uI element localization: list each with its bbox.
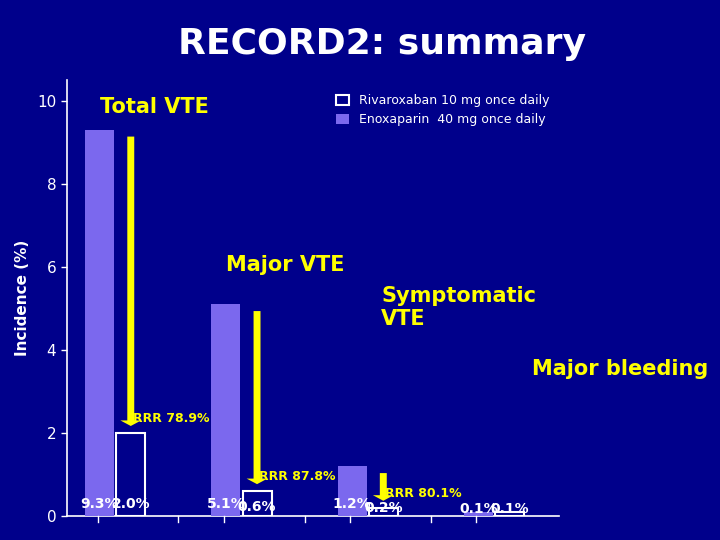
Text: 0.2%: 0.2% <box>364 501 402 515</box>
Text: RECORD2: summary: RECORD2: summary <box>178 27 585 61</box>
Bar <box>495 512 524 516</box>
Text: 0.1%: 0.1% <box>490 502 529 516</box>
Text: RRR 87.8%: RRR 87.8% <box>259 470 336 483</box>
Text: Major bleeding: Major bleeding <box>532 359 708 379</box>
Bar <box>212 304 240 516</box>
Bar <box>117 433 145 516</box>
Bar <box>85 130 114 516</box>
Text: RRR 80.1%: RRR 80.1% <box>385 487 462 500</box>
Bar <box>369 508 397 516</box>
Text: 9.3%: 9.3% <box>81 497 119 511</box>
Bar <box>243 491 271 516</box>
Legend: Rivaroxaban 10 mg once daily, Enoxaparin  40 mg once daily: Rivaroxaban 10 mg once daily, Enoxaparin… <box>333 90 553 130</box>
Text: 0.6%: 0.6% <box>238 500 276 514</box>
Text: Major VTE: Major VTE <box>226 255 344 275</box>
Text: Total VTE: Total VTE <box>100 97 209 117</box>
Y-axis label: Incidence (%): Incidence (%) <box>15 240 30 356</box>
Text: Symptomatic
VTE: Symptomatic VTE <box>381 286 536 329</box>
Text: RRR 78.9%: RRR 78.9% <box>133 412 210 425</box>
Text: 0.1%: 0.1% <box>459 502 498 516</box>
Bar <box>338 466 366 516</box>
Text: 5.1%: 5.1% <box>207 497 246 511</box>
Bar <box>464 512 493 516</box>
Text: 1.2%: 1.2% <box>333 497 372 511</box>
Text: 2.0%: 2.0% <box>112 497 150 511</box>
